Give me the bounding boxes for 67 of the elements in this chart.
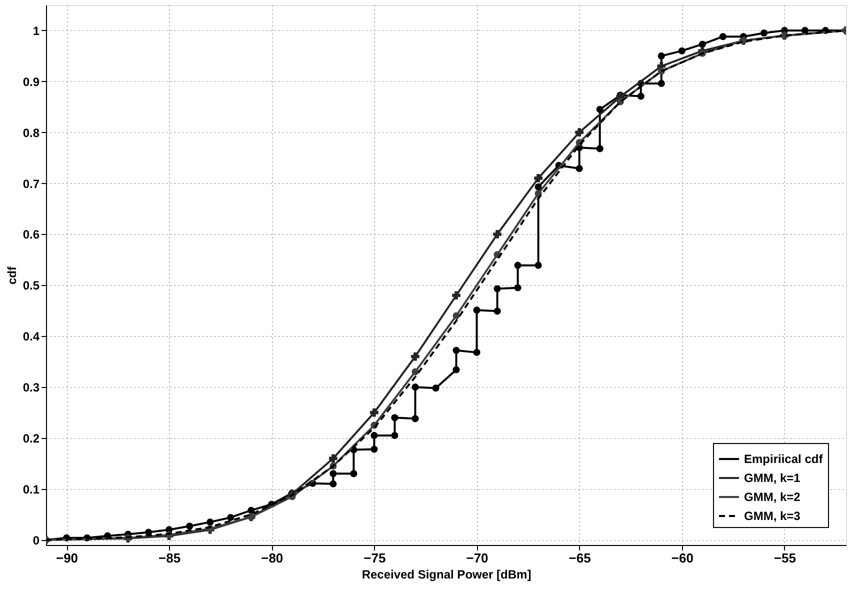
point — [350, 470, 358, 478]
point — [514, 284, 522, 292]
point — [514, 262, 522, 269]
point — [473, 348, 480, 356]
y-tick-label: 0.6 — [22, 228, 40, 242]
point — [412, 384, 419, 391]
point — [596, 145, 604, 152]
point — [534, 183, 542, 190]
point — [658, 80, 665, 87]
x-tick-label: −65 — [568, 550, 591, 566]
x-tick-label: −90 — [56, 550, 78, 566]
point — [534, 174, 542, 182]
point — [452, 346, 460, 354]
point — [227, 514, 234, 522]
x-tick-label: −85 — [158, 550, 181, 566]
y-tick-label: 0.2 — [22, 432, 40, 446]
point — [760, 29, 768, 37]
point — [493, 230, 502, 238]
point — [411, 352, 420, 361]
x-tick-label: −80 — [261, 550, 284, 566]
point — [473, 306, 480, 314]
point — [391, 414, 398, 422]
y-tick-label: 0.8 — [22, 126, 40, 140]
point — [658, 52, 665, 60]
point — [452, 366, 460, 374]
point — [370, 446, 378, 453]
x-tick-label: −75 — [364, 550, 386, 566]
legend-label: GMM, k=3 — [744, 509, 801, 523]
x-tick-label: −70 — [466, 550, 488, 566]
y-tick-label: 0.9 — [22, 74, 40, 89]
y-tick-label: 0.1 — [22, 482, 40, 496]
point — [370, 432, 378, 439]
y-tick-label: 1 — [32, 24, 40, 38]
point — [370, 408, 378, 417]
point — [534, 262, 542, 269]
point — [534, 190, 542, 198]
y-tick-label: 0.4 — [22, 330, 40, 344]
y-tick-label: 0.3 — [22, 380, 40, 395]
point — [206, 518, 214, 526]
x-tick-label: −55 — [774, 550, 796, 566]
point — [576, 165, 583, 172]
point — [596, 106, 604, 113]
point — [452, 291, 460, 300]
x-axis-title: Received Signal Power [dBm] — [362, 568, 532, 582]
x-tick-label: −60 — [671, 550, 694, 566]
point — [412, 368, 419, 376]
y-tick-label: 0 — [32, 533, 40, 548]
point — [678, 47, 686, 54]
point — [637, 92, 644, 100]
point — [494, 285, 501, 292]
legend-label: GMM, k=2 — [744, 490, 801, 504]
y-axis-title: cdf — [4, 265, 19, 284]
point — [330, 480, 337, 488]
point — [452, 312, 460, 320]
legend-label: Empiriical cdf — [744, 452, 824, 466]
point — [328, 454, 338, 463]
y-tick-label: 0.7 — [22, 176, 40, 191]
point — [719, 33, 726, 40]
y-tick-label: 0.5 — [22, 278, 40, 293]
point — [432, 384, 440, 392]
point — [575, 128, 584, 137]
point — [330, 470, 337, 478]
point — [412, 415, 419, 422]
point — [391, 432, 398, 439]
point — [494, 308, 501, 315]
legend-label: GMM, k=1 — [744, 471, 801, 485]
point — [186, 522, 194, 530]
